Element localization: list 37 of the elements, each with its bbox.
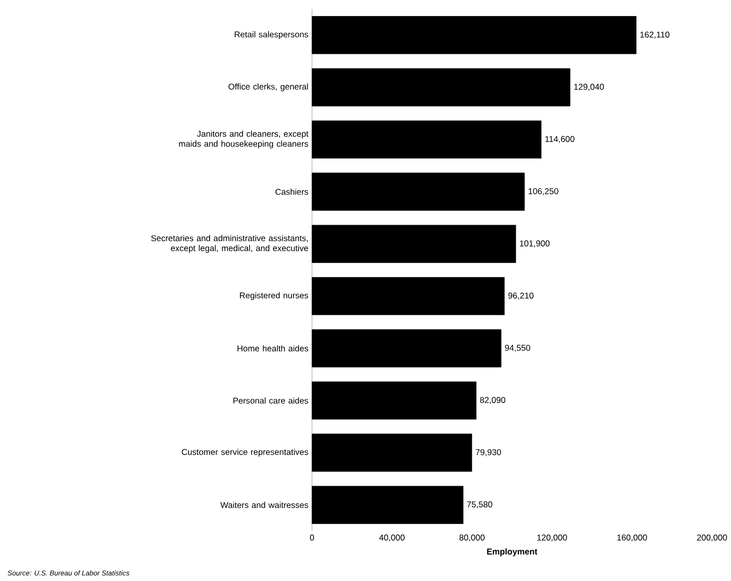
data-label: 96,210 (508, 292, 534, 300)
x-tick-label: 0 (310, 534, 314, 541)
bar (312, 224, 516, 263)
bar (312, 277, 505, 316)
y-tick-label: Retail salespersons (234, 31, 308, 40)
y-tick-label: Office clerks, general (228, 83, 308, 92)
y-tick-label: Cashiers (276, 188, 308, 195)
data-label: 75,580 (467, 501, 492, 508)
bar (312, 434, 472, 472)
y-tick-label: Secretaries and administrative assistants, except legal, medical, and executive (151, 234, 308, 253)
bar (312, 329, 502, 368)
x-tick-label: 120,000 (537, 534, 567, 542)
bar (312, 68, 570, 106)
x-tick-label: 160,000 (617, 534, 647, 542)
y-tick-label: Customer service representatives (182, 448, 308, 457)
data-label: 162,110 (640, 32, 670, 39)
y-tick-label: Home health aides (238, 345, 308, 352)
data-label: 79,930 (476, 449, 501, 456)
y-tick-label: Registered nurses (240, 292, 308, 300)
data-label: 94,550 (505, 344, 530, 352)
bar (312, 172, 525, 211)
y-tick-label: Personal care aides (233, 397, 308, 404)
data-label: 129,040 (574, 84, 604, 91)
y-tick-label: Janitors and cleaners, except maids and housekeeping cleaners (179, 130, 308, 148)
x-tick-label: 40,000 (379, 534, 405, 542)
data-label: 114,600 (545, 136, 574, 143)
bar (312, 16, 636, 54)
x-axis-title: Employment (487, 548, 538, 556)
bar (312, 120, 542, 158)
x-tick-label: 80,000 (459, 534, 485, 542)
x-tick-label: 200,000 (697, 534, 727, 542)
data-label: 101,900 (520, 240, 550, 248)
y-tick-label: Waiters and waitresses (220, 502, 308, 508)
data-label: 106,250 (528, 188, 558, 196)
bar (312, 382, 476, 420)
data-label: 82,090 (480, 397, 506, 404)
bar (312, 486, 464, 524)
